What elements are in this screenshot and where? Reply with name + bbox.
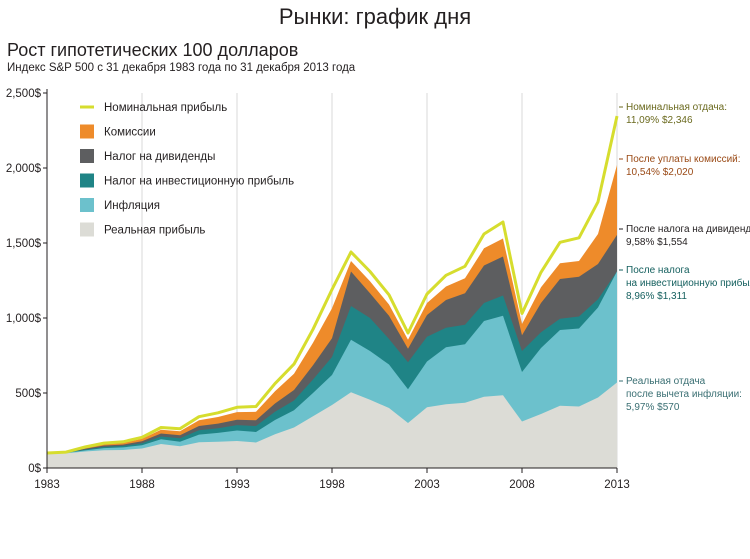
legend-swatch — [80, 124, 94, 139]
area-real — [47, 382, 617, 468]
legend-label: Реальная прибыль — [104, 225, 205, 237]
y-tick-label: 1,000$ — [6, 313, 42, 325]
x-tick-label: 1993 — [224, 479, 250, 491]
y-tick-label: 1,500$ — [6, 238, 42, 250]
x-tick-label: 1998 — [319, 479, 345, 491]
legend-label: Инфляция — [104, 200, 160, 212]
y-tick-label: 2,000$ — [6, 163, 42, 175]
legend-label: Комиссии — [104, 127, 156, 139]
annotation-line: 10,54% $2,020 — [626, 167, 694, 178]
annotation-line: Номинальная отдача: — [626, 102, 727, 113]
annotation-line: После налога на дивиденды: — [626, 224, 750, 235]
annotation-line: После налога — [626, 265, 690, 276]
y-tick-label: 500$ — [15, 388, 41, 400]
y-tick-label: 2,500$ — [6, 88, 42, 100]
legend-label: Налог на инвестиционную прибыль — [104, 176, 294, 188]
legend-label: Налог на дивиденды — [104, 151, 215, 163]
axes: 0$ 500$ 1,000$ 1,500$ 2,000$ 2,500$ 1983 1988 19… — [6, 88, 630, 491]
legend-swatch — [80, 222, 94, 237]
annotation-line: Реальная отдача — [626, 376, 706, 387]
annotation-line: 9,58% $1,554 — [626, 237, 688, 248]
x-tick-label: 1988 — [129, 479, 155, 491]
annotation-line: после вычета инфляции: — [626, 388, 742, 400]
x-tick-label: 2008 — [509, 479, 535, 491]
legend-label: Номинальная прибыль — [104, 102, 227, 114]
chart-title: Рост гипотетических 100 долларов — [7, 40, 299, 60]
end-annotations: Номинальная отдача: 11,09% $2,346 После уп… — [619, 102, 750, 413]
page-title: Рынки: график дня — [278, 4, 472, 29]
annotation-line: на инвестиционную прибыль: — [626, 277, 750, 289]
annotation-line: 5,97% $570 — [626, 402, 680, 413]
annotation-line: 8,96% $1,311 — [626, 291, 687, 302]
x-tick-label: 1983 — [34, 479, 60, 491]
x-tick-label: 2003 — [414, 479, 440, 491]
legend: Номинальная прибыль Комиссии Налог на диви… — [80, 102, 294, 237]
legend-swatch — [80, 198, 94, 212]
line-nominal — [46, 115, 619, 455]
legend-swatch — [80, 149, 94, 163]
legend-swatch — [80, 173, 94, 188]
annotation-line: 11,09% $2,346 — [626, 115, 693, 126]
y-tick-label: 0$ — [28, 463, 41, 475]
chart-subtitle: Индекс S&P 500 с 31 декабря 1983 года по… — [7, 62, 356, 74]
x-tick-label: 2013 — [604, 479, 630, 491]
area-series — [46, 115, 619, 468]
annotation-line: После уплаты комиссий: — [626, 154, 741, 165]
